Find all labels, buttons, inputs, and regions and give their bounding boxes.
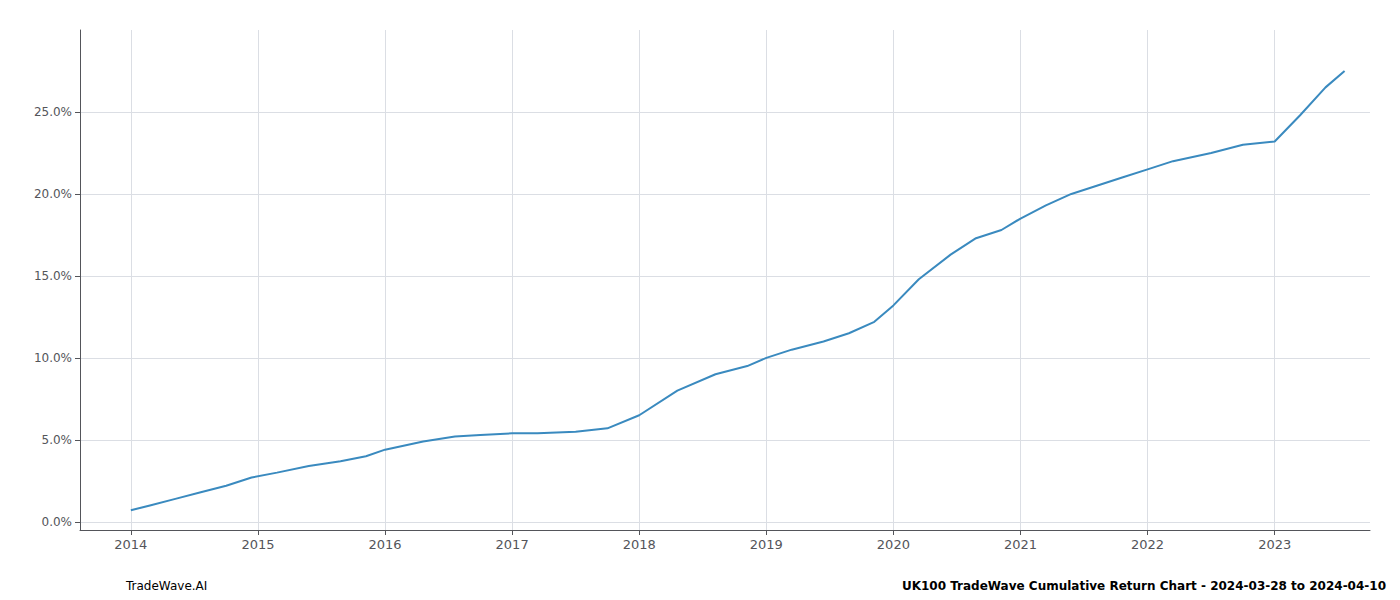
svg-text:2015: 2015 <box>241 537 274 552</box>
svg-text:2016: 2016 <box>368 537 401 552</box>
svg-text:0.0%: 0.0% <box>42 515 73 529</box>
svg-text:2021: 2021 <box>1004 537 1037 552</box>
svg-text:TradeWave.AI: TradeWave.AI <box>125 579 207 593</box>
svg-text:2018: 2018 <box>623 537 656 552</box>
svg-text:2014: 2014 <box>114 537 147 552</box>
svg-text:2023: 2023 <box>1258 537 1291 552</box>
svg-text:10.0%: 10.0% <box>34 351 72 365</box>
svg-text:15.0%: 15.0% <box>34 269 72 283</box>
svg-text:2020: 2020 <box>877 537 910 552</box>
svg-text:2022: 2022 <box>1131 537 1164 552</box>
svg-text:2017: 2017 <box>496 537 529 552</box>
svg-text:2019: 2019 <box>750 537 783 552</box>
svg-text:5.0%: 5.0% <box>42 433 73 447</box>
svg-text:25.0%: 25.0% <box>34 105 72 119</box>
svg-text:20.0%: 20.0% <box>34 187 72 201</box>
svg-text:UK100 TradeWave Cumulative Ret: UK100 TradeWave Cumulative Return Chart … <box>902 579 1386 593</box>
